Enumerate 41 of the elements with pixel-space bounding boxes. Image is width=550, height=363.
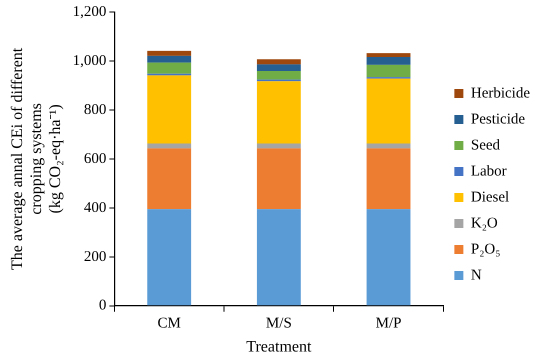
x-axis-title: Treatment bbox=[246, 338, 312, 356]
legend-label: N bbox=[470, 267, 482, 284]
legend-label: K₂O bbox=[470, 215, 498, 232]
y-tick-label: 1,200 bbox=[72, 4, 106, 20]
y-tick-label: 800 bbox=[84, 102, 106, 118]
bar bbox=[366, 78, 410, 144]
y-tick-label: 400 bbox=[84, 200, 106, 216]
bar bbox=[256, 81, 301, 144]
y-tick-label: 1,000 bbox=[72, 52, 106, 69]
bar bbox=[147, 209, 192, 306]
bar bbox=[366, 148, 410, 210]
bar bbox=[147, 148, 192, 210]
bar bbox=[366, 64, 410, 78]
x-tick-label: CM bbox=[158, 316, 181, 332]
bar bbox=[256, 148, 301, 210]
legend-label: Labor bbox=[470, 163, 507, 180]
y-axis-title: The average annal CEi of different cropping systems (kg CO₂-eq·ha⁻¹) bbox=[8, 47, 64, 270]
legend-label: Seed bbox=[470, 137, 501, 154]
bar bbox=[256, 64, 301, 72]
bar bbox=[147, 143, 192, 148]
bar bbox=[256, 143, 301, 148]
bar bbox=[256, 71, 301, 80]
legend-label: P₂O₅ bbox=[470, 241, 501, 258]
bar bbox=[366, 57, 410, 65]
legend-label: Herbicide bbox=[470, 85, 530, 102]
bar bbox=[147, 75, 192, 144]
y-tick-label: 200 bbox=[84, 248, 106, 265]
y-tick-label: 0 bbox=[98, 298, 106, 314]
bar bbox=[366, 143, 410, 148]
legend-label: Diesel bbox=[470, 189, 510, 206]
bar bbox=[256, 209, 301, 306]
legend-label: Pesticide bbox=[470, 111, 526, 128]
bar bbox=[366, 53, 410, 58]
x-tick-label: M/S bbox=[266, 316, 292, 332]
bar bbox=[366, 209, 410, 306]
bar bbox=[147, 50, 192, 56]
x-tick-label: M/P bbox=[376, 316, 402, 332]
y-tick-label: 600 bbox=[84, 150, 106, 167]
bar bbox=[256, 59, 301, 64]
bar bbox=[147, 62, 192, 74]
bar bbox=[147, 56, 192, 63]
